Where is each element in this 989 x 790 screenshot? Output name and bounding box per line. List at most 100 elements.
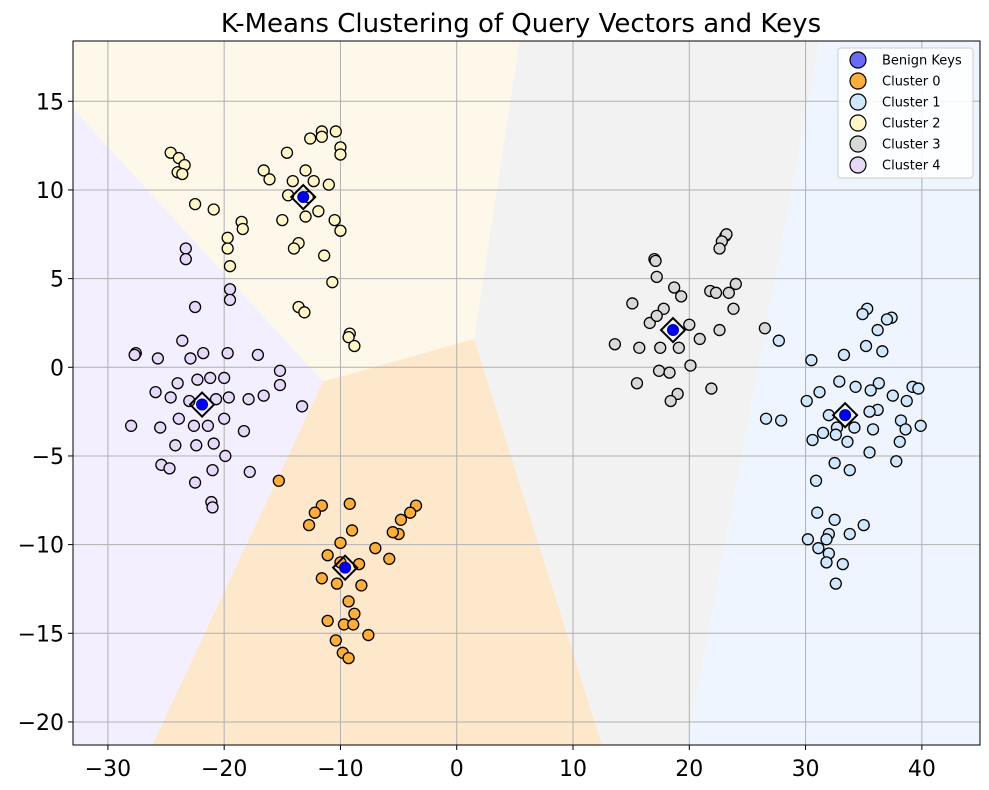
cluster-3-point [608, 338, 622, 351]
cluster-1-point [813, 385, 826, 399]
centroid-diamond [188, 391, 216, 418]
cluster-2-point [348, 339, 361, 353]
centroid-diamond [289, 183, 317, 211]
cluster-2-point [326, 276, 339, 289]
benign-key-point [667, 324, 680, 337]
cluster-4-point [242, 393, 255, 406]
cluster-3-point [663, 366, 676, 379]
y-tick-label: −15 [18, 622, 64, 647]
cluster-1-point [863, 446, 876, 459]
cluster-3-point [664, 394, 677, 408]
legend: Benign Keys Cluster 0 Cluster 1 Cluster 2 Cl… [837, 47, 974, 179]
cluster-4-point [223, 283, 237, 296]
chart-title: K-Means Clustering of Query Vectors and … [221, 9, 821, 39]
cluster-4-point [164, 391, 177, 404]
cluster-1-point [759, 412, 773, 425]
legend-label: Cluster 4 [882, 159, 941, 174]
cluster-4-point [179, 252, 192, 266]
legend-label: Cluster 2 [882, 117, 941, 132]
cluster-2-point [223, 260, 237, 273]
cluster-4-point [222, 391, 235, 404]
cluster-4-point [163, 462, 176, 475]
cluster-1-point [893, 435, 906, 448]
cluster-4-point [218, 371, 231, 385]
x-tick-label: 0 [450, 757, 464, 782]
cluster-2-point [280, 146, 294, 159]
cluster-2-point [221, 242, 234, 255]
cluster-3-point [652, 364, 666, 377]
cluster-1-point [880, 313, 894, 326]
cluster-2-point [176, 167, 189, 181]
plot-frame [72, 40, 981, 746]
cluster-2-point [312, 205, 325, 218]
cluster-2-point [257, 164, 270, 177]
cluster-4-point [206, 501, 219, 514]
cluster-2-point [304, 132, 317, 145]
cluster-4-point [209, 393, 223, 406]
legend-label: Benign Keys [882, 54, 962, 69]
cluster-4-point [190, 439, 203, 452]
cluster-0-point [343, 497, 356, 510]
cluster-1-point [841, 435, 854, 448]
cluster-4-point [218, 412, 231, 425]
legend-swatch [849, 156, 867, 174]
legend-swatch [849, 135, 867, 153]
cluster-3-point [722, 286, 735, 299]
cluster-4-point [188, 476, 202, 489]
benign-key-point [839, 409, 852, 422]
y-tick-label: 5 [50, 268, 64, 293]
cluster-1-point [872, 377, 885, 390]
cluster-1-point [848, 421, 861, 434]
cluster-1-point [859, 339, 873, 353]
cluster-0-point [342, 595, 355, 608]
cluster-4-point [187, 419, 201, 432]
cluster-4-point [176, 334, 189, 347]
cluster-4-point [184, 352, 197, 365]
cluster-0-point [321, 614, 334, 628]
cluster-4-point [221, 346, 234, 360]
legend-swatch [849, 114, 867, 132]
cluster-1-point [890, 455, 903, 468]
cluster-3-point [729, 277, 742, 291]
benign-key-point [339, 561, 352, 574]
cluster-1-point [811, 506, 824, 519]
cluster-0-point [404, 506, 417, 519]
cluster-4-point [197, 346, 210, 360]
y-tick-label: −20 [18, 711, 64, 736]
cluster-1-point [828, 513, 841, 526]
cluster-4-point [295, 400, 309, 413]
cluster-0-point [342, 651, 355, 665]
centroid-diamond [659, 316, 687, 344]
region-cluster-1 [687, 41, 980, 745]
legend-label: Cluster 1 [882, 96, 941, 111]
cluster-2-point [342, 330, 355, 344]
y-tick-label: 10 [36, 179, 64, 204]
cluster-1-point [775, 414, 788, 427]
cluster-4-point [204, 371, 217, 385]
cluster-0-point [272, 474, 285, 487]
x-tick-label: 30 [792, 757, 820, 782]
cluster-1-point [806, 433, 819, 447]
cluster-4-point [206, 463, 219, 477]
cluster-4-point [207, 437, 220, 450]
region-cluster-0 [152, 338, 603, 745]
cluster-1-point [912, 382, 925, 395]
cluster-4-point [151, 352, 165, 365]
cluster-0-point [348, 607, 361, 620]
legend-label: Cluster 0 [882, 75, 941, 90]
cluster-1-point [829, 428, 842, 441]
cluster-3-point [758, 322, 772, 335]
cluster-0-point [383, 552, 396, 565]
cluster-1-point [864, 384, 877, 397]
legend-box [837, 47, 974, 179]
cluster-4-point [219, 449, 232, 463]
cluster-1-point [876, 345, 889, 358]
cluster-4-point [243, 465, 256, 479]
cluster-2-point [299, 164, 312, 177]
cluster-4-point [251, 348, 265, 362]
cluster-3-point [650, 270, 663, 283]
cluster-0-point [394, 513, 408, 526]
x-tick-label: −30 [85, 757, 131, 782]
cluster-1-point [812, 542, 825, 555]
cluster-2-point [286, 174, 299, 188]
